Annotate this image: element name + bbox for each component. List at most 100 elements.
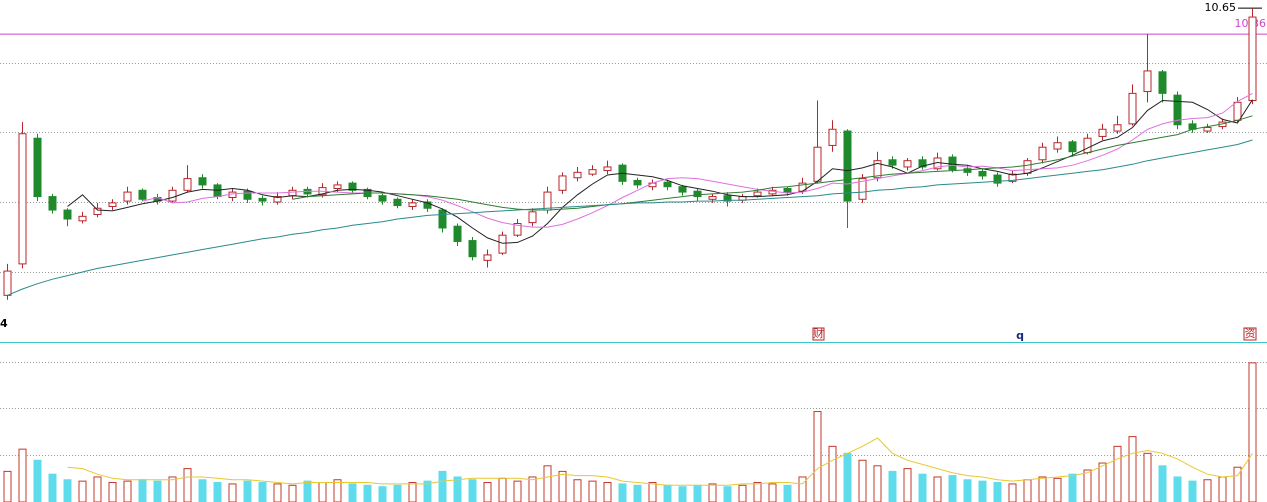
moving-average (7, 139, 1253, 296)
annotation-box (812, 327, 825, 341)
volume-bar (393, 484, 402, 502)
candle-body (783, 188, 792, 193)
volume-bar (123, 480, 132, 502)
candle-body (393, 198, 402, 207)
volume-bar (288, 484, 297, 502)
volume-bar (1023, 479, 1032, 502)
volume-bar (873, 465, 882, 502)
volume-bar (663, 484, 672, 502)
candle-body (573, 171, 582, 179)
candle-body (648, 182, 657, 188)
volume-bar (228, 483, 237, 502)
candle-body (348, 182, 357, 191)
candle-body (678, 186, 687, 193)
candle-body (603, 166, 612, 172)
volume-bar (678, 486, 687, 502)
candle-body (963, 168, 972, 173)
volume-bar (693, 484, 702, 502)
volume-bar (768, 483, 777, 502)
candle-body (1128, 92, 1137, 125)
volume-bar (183, 468, 192, 502)
volume-bar (708, 483, 717, 502)
annotation-box (1243, 327, 1257, 341)
candle-body (468, 240, 477, 258)
candle-body (723, 195, 732, 202)
volume-bar (3, 470, 12, 502)
volume-bar (753, 482, 762, 502)
candle-body (978, 170, 987, 177)
volume-bar (1098, 462, 1107, 502)
volume-bar (438, 470, 447, 502)
volume-bar (453, 476, 462, 502)
candle-body (108, 202, 117, 207)
volume-bar (1203, 479, 1212, 502)
candle-body (1098, 128, 1107, 137)
candle-body (438, 209, 447, 229)
volume-bar (333, 479, 342, 502)
candle-body (48, 196, 57, 211)
volume-bar (318, 482, 327, 502)
annotation: 4 (0, 317, 8, 330)
candle-body (543, 191, 552, 211)
volume-bar (573, 479, 582, 502)
candle-body (1203, 126, 1212, 132)
volume-bar (273, 483, 282, 502)
volume-bar (828, 445, 837, 502)
moving-average (292, 115, 1253, 211)
candle-body (168, 189, 177, 202)
candle-body (453, 225, 462, 242)
candle-body (828, 128, 837, 146)
volume-bar (378, 486, 387, 502)
volume-bar (723, 486, 732, 502)
volume-bar (363, 484, 372, 502)
volume-bar (258, 482, 267, 502)
candle-body (288, 189, 297, 197)
candle-body (198, 177, 207, 186)
candle-body (588, 169, 597, 175)
candle-body (1173, 94, 1182, 126)
candle-body (1038, 146, 1047, 161)
candle-body (1008, 173, 1017, 182)
volume-bar (1173, 476, 1182, 502)
volume-bar (1068, 473, 1077, 502)
candle-body (693, 190, 702, 198)
candle-body (663, 181, 672, 188)
volume-bar (1128, 436, 1137, 502)
candle-body (858, 178, 867, 200)
candle-body (843, 130, 852, 202)
volume-bar (858, 459, 867, 502)
candle-body (138, 189, 147, 200)
volume-bar (153, 480, 162, 502)
volume-bar (558, 470, 567, 502)
volume-bar (33, 459, 42, 502)
volume-bar (198, 479, 207, 502)
candle-body (258, 197, 267, 202)
volume-bar (1053, 477, 1062, 502)
volume-bar (243, 480, 252, 502)
candle-body (243, 190, 252, 200)
volume-bar (1188, 480, 1197, 502)
candle-body (333, 184, 342, 190)
volume-bar (138, 479, 147, 502)
candle-body (408, 202, 417, 207)
candle-body (1113, 124, 1122, 132)
volume-bar (933, 476, 942, 502)
candle-body (33, 137, 42, 198)
volume-bar (108, 482, 117, 502)
volume-bar (1038, 476, 1047, 502)
volume-bar (918, 473, 927, 502)
candle-body (483, 254, 492, 261)
candle-body (948, 156, 957, 171)
candle-body (423, 201, 432, 209)
volume-bar (1158, 465, 1167, 502)
moving-average (142, 92, 1253, 228)
candle-body (888, 159, 897, 166)
candle-body (918, 159, 927, 168)
volume-bar (993, 482, 1002, 502)
volume-bar (48, 473, 57, 502)
volume-bar (603, 482, 612, 502)
y-tick-label: 10.65 (1205, 1, 1237, 14)
candle-body (558, 175, 567, 191)
